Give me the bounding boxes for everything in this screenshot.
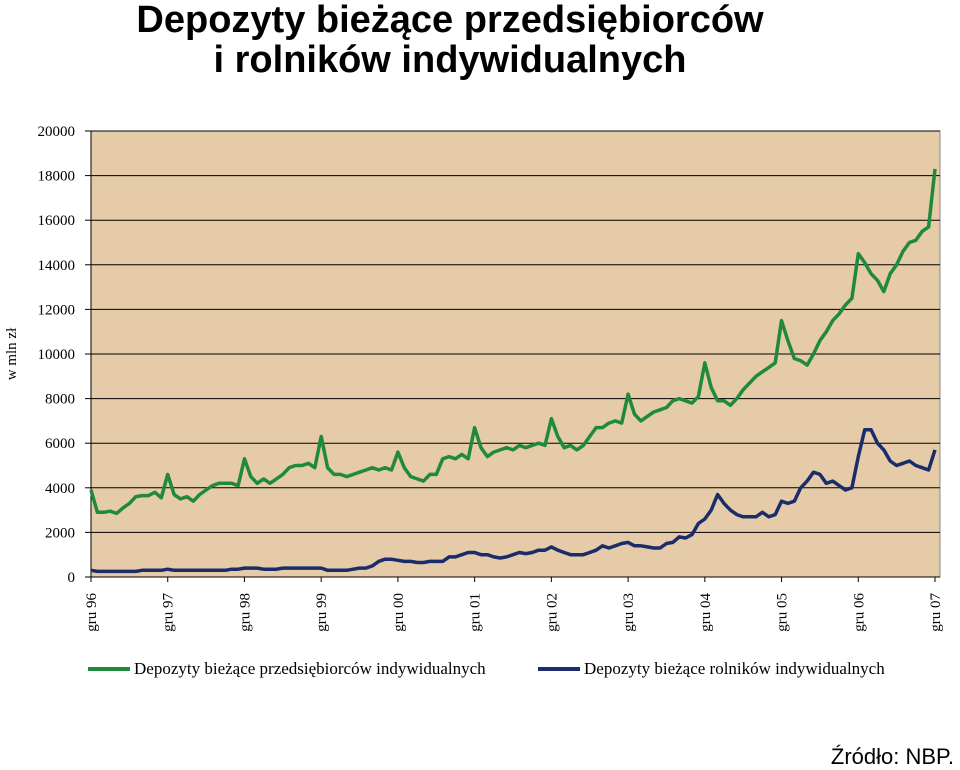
chart-title: Depozyty bieżące przedsiębiorców i rolni… xyxy=(136,0,764,81)
y-axis-label: w mln zł xyxy=(4,327,20,380)
data-line xyxy=(89,168,937,516)
x-tick-label: gru 06 xyxy=(851,593,867,632)
legend-label: Depozyty bieżące przedsiębiorców indywid… xyxy=(134,659,486,678)
x-tick-label: gru 98 xyxy=(237,593,253,632)
data-line xyxy=(90,428,937,574)
y-tick-label: 16000 xyxy=(38,213,76,229)
y-tick-label: 4000 xyxy=(45,481,75,497)
x-tick-label: gru 00 xyxy=(391,593,407,632)
x-tick-label: gru 07 xyxy=(928,593,944,632)
x-tick-label: gru 97 xyxy=(161,593,177,632)
y-tick-label: 20000 xyxy=(38,124,76,140)
source: Źródło: NBP. xyxy=(830,744,954,769)
y-tick-label: 2000 xyxy=(45,525,75,541)
x-tick-label: gru 04 xyxy=(698,593,714,632)
chart: w mln zł 0 2000 4000 6000 8000 10000 12000 1400… xyxy=(4,124,944,678)
x-tick-label: gru 99 xyxy=(314,593,330,632)
x-tick-label: gru 02 xyxy=(544,593,560,632)
x-tick-label: gru 03 xyxy=(621,593,637,632)
y-tick-label: 14000 xyxy=(38,258,76,274)
legend-label: Depozyty bieżące rolników indywidualnych xyxy=(584,659,885,678)
y-tick-label: 12000 xyxy=(38,302,76,318)
x-tick-label: gru 05 xyxy=(775,593,791,632)
y-tick-label: 6000 xyxy=(45,436,75,452)
x-tick-label: gru 96 xyxy=(84,593,100,632)
y-tick-label: 0 xyxy=(68,570,76,586)
x-tick-label: gru 01 xyxy=(468,593,484,632)
y-tick-label: 18000 xyxy=(38,169,76,185)
y-tick-label: 8000 xyxy=(45,392,75,408)
y-tick-label: 10000 xyxy=(38,347,76,363)
